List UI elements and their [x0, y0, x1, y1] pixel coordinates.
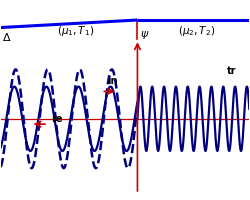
Text: re: re — [51, 114, 62, 124]
Text: $\psi$: $\psi$ — [140, 29, 150, 41]
Text: $(\mu_1,T_1)$: $(\mu_1,T_1)$ — [57, 24, 94, 38]
Text: $(\mu_2,T_2)$: $(\mu_2,T_2)$ — [178, 24, 216, 38]
Text: tr: tr — [227, 66, 237, 76]
Text: in: in — [107, 76, 117, 86]
Text: $\Delta$: $\Delta$ — [2, 31, 12, 43]
